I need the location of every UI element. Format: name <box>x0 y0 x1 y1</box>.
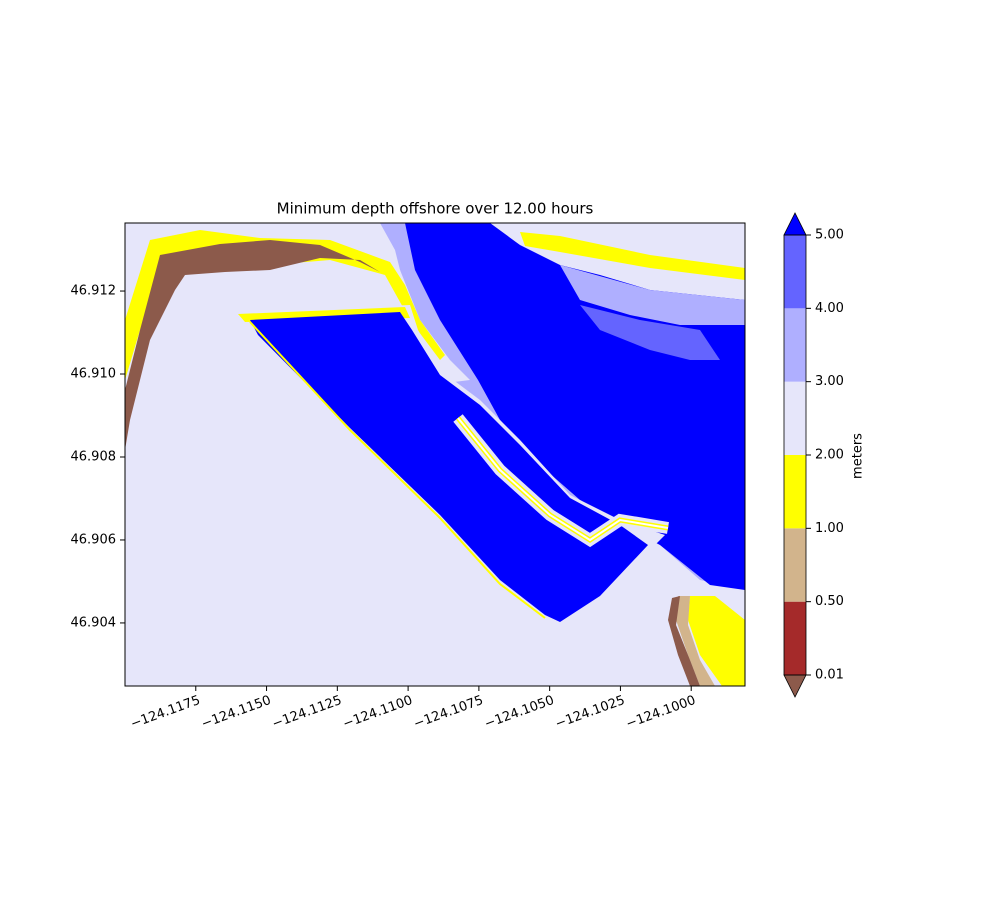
y-tick-label: 46.908 <box>71 449 117 464</box>
colorbar-segment <box>784 528 806 602</box>
colorbar-segment <box>784 601 806 675</box>
colorbar-segment <box>784 308 806 382</box>
depth-region <box>250 312 648 622</box>
y-tick-label: 46.904 <box>71 615 117 630</box>
colorbar-tick-label: 5.00 <box>815 228 844 243</box>
colorbar-tick-label: 2.00 <box>815 448 844 463</box>
map-field <box>125 223 745 686</box>
x-tick-label: −124.1075 <box>412 693 486 732</box>
y-tick-label: 46.910 <box>71 367 117 382</box>
y-tick-label: 46.906 <box>71 532 117 547</box>
colorbar-over <box>783 212 807 236</box>
depth-region <box>520 232 745 280</box>
depth-region <box>668 596 700 686</box>
x-tick-label: −124.1000 <box>624 693 698 732</box>
x-tick-label: −124.1050 <box>483 693 557 732</box>
y-tick-label: 46.912 <box>71 284 117 299</box>
colorbar-tick-label: 1.00 <box>815 521 844 536</box>
x-tick-label: −124.1150 <box>199 693 273 732</box>
x-tick-label: −124.1175 <box>129 693 203 732</box>
plot-frame <box>124 222 746 687</box>
x-tick-label: −124.1125 <box>270 693 344 732</box>
colorbar-tick-label: 0.50 <box>815 594 844 609</box>
basin-edge <box>249 321 546 619</box>
x-tick-label: −124.1100 <box>341 693 415 732</box>
depth-region <box>560 265 745 325</box>
colorbar-segment <box>784 381 806 455</box>
colorbar-under <box>783 674 807 698</box>
colorbar-tick-label: 0.01 <box>815 668 844 683</box>
depth-region <box>676 596 715 686</box>
depth-region <box>688 596 745 686</box>
chart-title: Minimum depth offshore over 12.00 hours <box>277 200 594 218</box>
jetty <box>457 417 669 542</box>
depth-region <box>580 305 720 360</box>
colorbar-tick-label: 3.00 <box>815 374 844 389</box>
x-tick-label: −124.1025 <box>553 693 627 732</box>
colorbar-tick-label: 4.00 <box>815 301 844 316</box>
colorbar-segment <box>784 235 806 309</box>
colorbar-segment <box>784 455 806 529</box>
colorbar-label: meters <box>851 433 866 479</box>
